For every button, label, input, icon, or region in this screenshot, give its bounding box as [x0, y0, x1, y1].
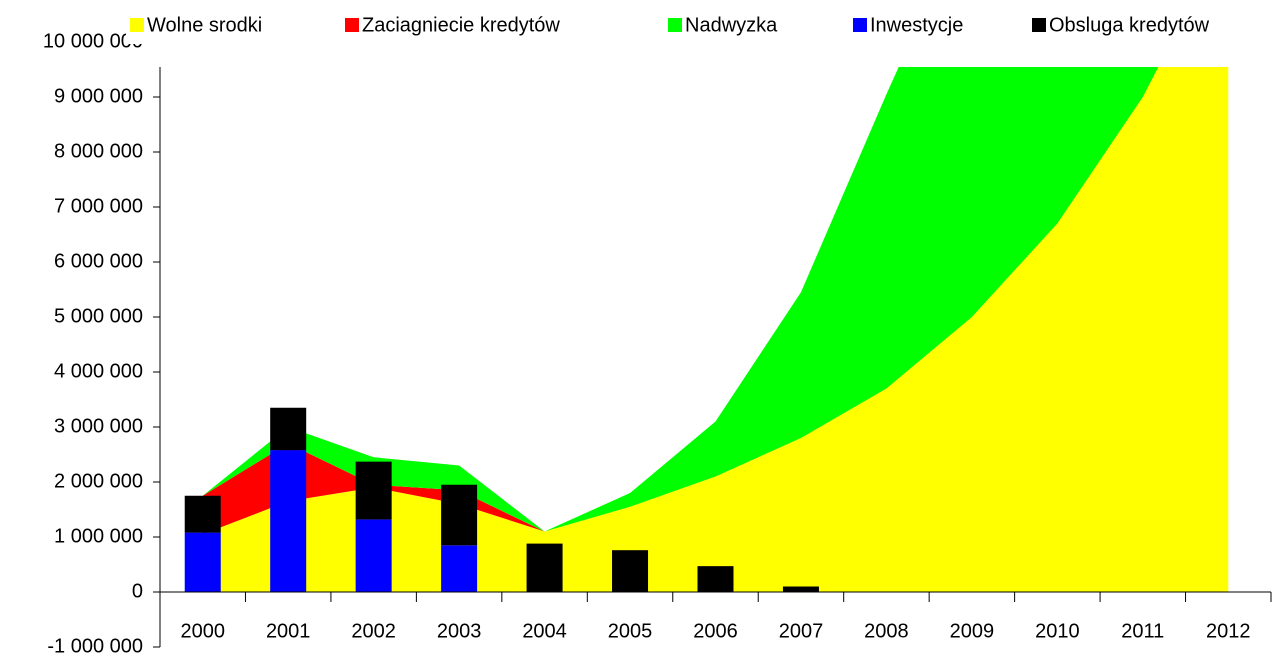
bar	[270, 450, 307, 592]
x-tick-label: 2006	[693, 620, 738, 642]
legend-swatch	[345, 18, 359, 32]
legend-background	[126, 8, 1274, 44]
bar	[697, 566, 734, 592]
bar	[184, 532, 221, 592]
bar	[441, 545, 478, 592]
plot-area	[184, 67, 1229, 592]
bar	[526, 543, 563, 592]
y-tick-label: 6 000 000	[54, 250, 143, 272]
x-tick-label: 2005	[608, 620, 653, 642]
x-tick-label: 2012	[1206, 620, 1251, 642]
legend-label: Zaciagniecie kredytów	[362, 14, 560, 36]
legend-label: Wolne srodki	[147, 14, 262, 36]
bar	[270, 407, 307, 451]
legend: Wolne srodki Zaciagniecie kredytów Nadwyzk…	[126, 8, 1274, 44]
legend-swatch	[130, 18, 144, 32]
x-tick-label: 2000	[180, 620, 225, 642]
y-tick-label: -1 000 000	[47, 635, 143, 657]
y-tick-label: 2 000 000	[54, 470, 143, 492]
bar	[782, 586, 819, 592]
y-tick-label: 9 000 000	[54, 85, 143, 107]
bar	[441, 484, 478, 546]
axes: -1 000 000 0 1 000 000 2 000 000 3 000 000 4 …	[43, 30, 1272, 657]
y-tick-label: 3 000 000	[54, 415, 143, 437]
legend-label: Nadwyzka	[685, 14, 778, 36]
y-tick-label: 10 000 000	[43, 30, 143, 52]
bar	[612, 550, 649, 592]
y-tick-label: 8 000 000	[54, 140, 143, 162]
x-tick-label: 2008	[864, 620, 909, 642]
legend-label: Inwestycje	[870, 14, 963, 36]
legend-swatch	[853, 18, 867, 32]
x-tick-label: 2007	[779, 620, 824, 642]
y-tick-label: 1 000 000	[54, 525, 143, 547]
x-tick-label: 2010	[1035, 620, 1080, 642]
legend-swatch	[1032, 18, 1046, 32]
bar	[355, 461, 392, 520]
x-tick-label: 2003	[437, 620, 482, 642]
area	[202, 67, 1159, 532]
bar	[355, 519, 392, 592]
x-tick-label: 2002	[351, 620, 396, 642]
y-tick-label: 5 000 000	[54, 305, 143, 327]
bar	[184, 495, 221, 533]
y-tick-label: 7 000 000	[54, 195, 143, 217]
y-tick-label: 4 000 000	[54, 360, 143, 382]
x-tick-label: 2004	[522, 620, 567, 642]
legend-swatch	[668, 18, 682, 32]
area	[202, 67, 1229, 592]
x-tick-label: 2009	[950, 620, 995, 642]
x-tick-label: 2011	[1121, 620, 1164, 642]
legend-label: Obsluga kredytów	[1049, 14, 1210, 36]
x-tick-label: 2001	[266, 620, 311, 642]
y-tick-label: 0	[132, 580, 143, 602]
